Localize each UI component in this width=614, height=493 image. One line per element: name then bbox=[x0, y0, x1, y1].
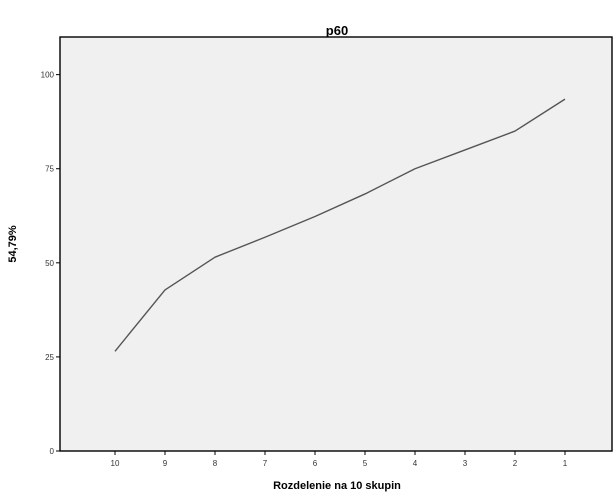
x-tick-label: 8 bbox=[213, 459, 218, 468]
y-axis-label: 54,79% bbox=[7, 225, 19, 263]
series-line bbox=[114, 98, 566, 352]
x-tick-label: 5 bbox=[363, 459, 368, 468]
y-tick-label: 0 bbox=[50, 447, 55, 456]
x-tick-label: 9 bbox=[163, 459, 168, 468]
x-tick-label: 2 bbox=[513, 459, 518, 468]
y-tick-label: 100 bbox=[41, 71, 55, 80]
y-tick-label: 75 bbox=[45, 165, 54, 174]
chart-title: p60 bbox=[326, 23, 348, 38]
x-tick-label: 1 bbox=[563, 459, 568, 468]
plot-area bbox=[59, 36, 613, 452]
x-tick-label: 6 bbox=[313, 459, 318, 468]
x-tick-label: 4 bbox=[413, 459, 418, 468]
x-axis-ticks: 10 9 8 7 6 5 4 3 2 1 bbox=[111, 451, 568, 468]
y-axis-ticks: 0 25 50 75 100 bbox=[41, 71, 60, 456]
x-tick-label: 3 bbox=[463, 459, 468, 468]
x-tick-label: 7 bbox=[263, 459, 268, 468]
y-tick-label: 25 bbox=[45, 353, 54, 362]
x-axis-label: Rozdelenie na 10 skupin bbox=[273, 480, 401, 492]
y-tick-label: 50 bbox=[45, 259, 54, 268]
x-tick-label: 10 bbox=[111, 459, 120, 468]
